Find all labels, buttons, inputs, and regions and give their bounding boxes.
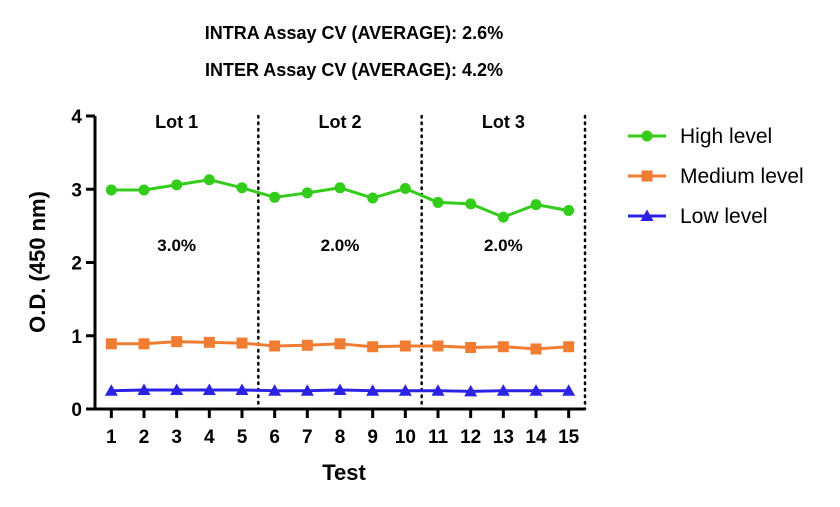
data-point-medium-level-13 — [497, 341, 509, 353]
data-point-low-level-14 — [529, 384, 543, 396]
data-point-medium-level-15 — [563, 341, 575, 353]
x-tick-label-4: 4 — [204, 427, 215, 448]
data-point-high-level-13 — [497, 211, 509, 223]
x-tick-label-6: 6 — [269, 427, 280, 448]
y-tick-label-0: 0 — [71, 400, 82, 421]
data-point-high-level-2 — [138, 184, 150, 196]
data-point-low-level-15 — [562, 384, 576, 396]
data-point-medium-level-6 — [269, 340, 281, 352]
lot-cv-label-3: 2.0% — [484, 236, 523, 255]
data-point-medium-level-2 — [138, 338, 150, 350]
lot-label-1: Lot 1 — [155, 112, 198, 132]
data-point-medium-level-8 — [334, 338, 346, 350]
data-point-high-level-3 — [171, 179, 183, 191]
x-tick-label-12: 12 — [460, 427, 481, 448]
data-point-low-level-13 — [496, 384, 510, 396]
lot-cv-label-1: 3.0% — [157, 236, 196, 255]
data-point-high-level-7 — [301, 187, 313, 199]
y-tick-label-3: 3 — [71, 180, 82, 201]
data-point-high-level-6 — [269, 191, 281, 203]
x-tick-label-9: 9 — [367, 427, 378, 448]
data-point-high-level-8 — [334, 182, 346, 194]
data-point-high-level-5 — [236, 182, 248, 194]
data-point-high-level-9 — [367, 192, 379, 204]
legend-marker-low-level — [640, 209, 654, 221]
x-tick-label-15: 15 — [558, 427, 580, 448]
data-point-low-level-3 — [170, 383, 184, 395]
data-point-low-level-5 — [235, 383, 249, 395]
legend-label-low-level: Low level — [680, 205, 768, 228]
x-tick-label-2: 2 — [139, 427, 150, 448]
data-point-high-level-12 — [465, 198, 477, 210]
y-tick-label-2: 2 — [71, 254, 82, 275]
inter-cv-header: INTER Assay CV (AVERAGE): 4.2% — [205, 60, 503, 80]
data-point-medium-level-10 — [399, 340, 411, 352]
data-point-low-level-4 — [202, 383, 216, 395]
data-point-high-level-1 — [105, 184, 117, 196]
data-point-low-level-1 — [104, 384, 118, 396]
data-point-medium-level-5 — [236, 337, 248, 349]
data-point-medium-level-1 — [105, 338, 117, 350]
data-point-medium-level-7 — [301, 339, 313, 351]
data-point-low-level-11 — [431, 384, 445, 396]
lot-label-3: Lot 3 — [482, 112, 525, 132]
data-point-high-level-11 — [432, 196, 444, 208]
x-tick-label-8: 8 — [335, 427, 346, 448]
legend-marker-medium-level — [641, 170, 653, 182]
lot-label-2: Lot 2 — [319, 112, 362, 132]
data-point-high-level-4 — [203, 174, 215, 186]
lot-cv-label-2: 2.0% — [321, 236, 360, 255]
legend-marker-high-level — [641, 130, 653, 142]
y-tick-label-4: 4 — [71, 107, 82, 128]
data-point-high-level-14 — [530, 199, 542, 211]
y-axis-label: O.D. (450 nm) — [25, 191, 50, 333]
legend: High level Medium level Low level — [628, 125, 804, 228]
data-point-medium-level-9 — [367, 341, 379, 353]
x-tick-label-7: 7 — [302, 427, 313, 448]
data-point-low-level-7 — [300, 384, 314, 396]
x-tick-label-5: 5 — [237, 427, 248, 448]
data-point-low-level-8 — [333, 383, 347, 395]
data-point-high-level-15 — [563, 204, 575, 216]
data-point-medium-level-3 — [171, 336, 183, 348]
x-tick-label-11: 11 — [428, 427, 449, 448]
data-point-low-level-12 — [464, 384, 478, 397]
x-tick-label-14: 14 — [525, 427, 547, 448]
data-point-low-level-10 — [398, 384, 412, 396]
data-point-medium-level-14 — [530, 343, 542, 355]
data-point-low-level-6 — [268, 384, 282, 396]
data-point-medium-level-12 — [465, 341, 477, 353]
data-point-medium-level-11 — [432, 340, 444, 352]
x-tick-label-10: 10 — [395, 427, 416, 448]
data-point-low-level-2 — [137, 383, 151, 395]
x-axis-label: Test — [322, 460, 366, 485]
y-tick-label-1: 1 — [71, 327, 82, 348]
x-tick-label-3: 3 — [171, 427, 182, 448]
legend-label-high-level: High level — [680, 125, 772, 148]
data-point-high-level-10 — [399, 183, 411, 195]
x-tick-label-13: 13 — [493, 427, 514, 448]
data-point-medium-level-4 — [203, 336, 215, 348]
x-tick-label-1: 1 — [106, 427, 117, 448]
intra-cv-header: INTRA Assay CV (AVERAGE): 2.6% — [205, 23, 503, 43]
legend-label-medium-level: Medium level — [680, 165, 804, 188]
data-point-low-level-9 — [366, 384, 380, 396]
